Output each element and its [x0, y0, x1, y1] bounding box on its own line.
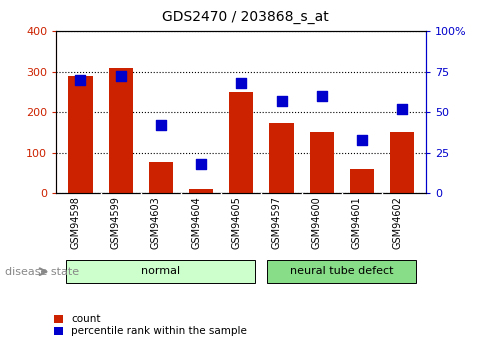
- Legend: count, percentile rank within the sample: count, percentile rank within the sample: [54, 314, 247, 336]
- Text: disease state: disease state: [5, 267, 79, 277]
- Text: GSM94599: GSM94599: [111, 196, 121, 249]
- Point: [398, 106, 406, 112]
- Point: [76, 77, 84, 82]
- Text: GSM94597: GSM94597: [271, 196, 282, 249]
- Bar: [270, 124, 294, 193]
- Point: [197, 161, 205, 167]
- Text: neural tube defect: neural tube defect: [290, 266, 393, 276]
- Text: GSM94601: GSM94601: [352, 196, 362, 249]
- Text: GSM94604: GSM94604: [191, 196, 201, 249]
- FancyBboxPatch shape: [67, 260, 255, 283]
- Point: [157, 122, 165, 128]
- Bar: [109, 68, 133, 193]
- Text: GSM94600: GSM94600: [312, 196, 322, 249]
- Bar: [189, 189, 213, 193]
- Text: GSM94605: GSM94605: [231, 196, 242, 249]
- Text: GSM94603: GSM94603: [151, 196, 161, 249]
- Text: GDS2470 / 203868_s_at: GDS2470 / 203868_s_at: [162, 10, 328, 24]
- Bar: [229, 92, 253, 193]
- Text: normal: normal: [141, 266, 180, 276]
- Point: [117, 74, 124, 79]
- Bar: [350, 169, 374, 193]
- Point: [318, 93, 326, 99]
- Bar: [69, 76, 93, 193]
- FancyBboxPatch shape: [268, 260, 416, 283]
- Text: GSM94598: GSM94598: [71, 196, 80, 249]
- Point: [278, 98, 286, 104]
- Point: [238, 80, 245, 86]
- Bar: [149, 162, 173, 193]
- Bar: [310, 131, 334, 193]
- Point: [358, 137, 366, 142]
- Text: GSM94602: GSM94602: [392, 196, 402, 249]
- Bar: [390, 131, 414, 193]
